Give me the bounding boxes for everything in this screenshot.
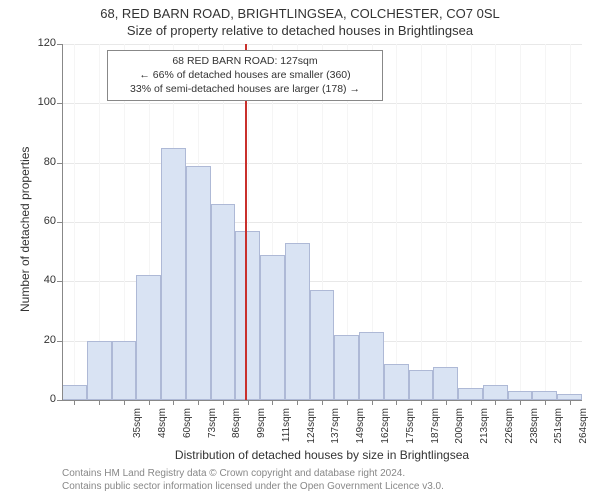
x-tick-label: 238sqm: [529, 408, 540, 468]
x-tick-label: 175sqm: [405, 408, 416, 468]
footer-line-2: Contains public sector information licen…: [62, 481, 600, 494]
histogram-bar: [211, 204, 236, 400]
info-box-line-2: ← 66% of detached houses are smaller (36…: [114, 68, 376, 82]
x-tick-label: 200sqm: [454, 408, 465, 468]
histogram-bar: [532, 391, 557, 400]
footer-line-1: Contains HM Land Registry data © Crown c…: [62, 468, 600, 481]
x-tick-label: 162sqm: [380, 408, 391, 468]
y-tick-label: 40: [28, 274, 56, 286]
chart-container: 68, RED BARN ROAD, BRIGHTLINGSEA, COLCHE…: [0, 0, 600, 500]
x-axis-line: [62, 400, 582, 401]
histogram-bar: [384, 364, 409, 400]
histogram-bar: [186, 166, 211, 400]
x-tick-label: 187sqm: [430, 408, 441, 468]
footer-attribution: Contains HM Land Registry data © Crown c…: [0, 468, 600, 493]
y-axis-line: [62, 44, 63, 400]
x-tick-label: 111sqm: [281, 408, 292, 468]
grid-line-v: [570, 44, 571, 400]
histogram-bar: [260, 255, 285, 400]
histogram-bar: [235, 231, 260, 400]
histogram-bar: [62, 385, 87, 400]
histogram-bar: [161, 148, 186, 400]
x-tick-label: 73sqm: [207, 408, 218, 468]
x-tick-label: 251sqm: [553, 408, 564, 468]
info-box-line-1: 68 RED BARN ROAD: 127sqm: [114, 54, 376, 68]
histogram-bar: [334, 335, 359, 400]
grid-line-v: [446, 44, 447, 400]
histogram-bar: [87, 341, 112, 400]
chart-title-sub: Size of property relative to detached ho…: [0, 23, 600, 38]
x-tick-label: 264sqm: [578, 408, 589, 468]
grid-line-v: [396, 44, 397, 400]
histogram-bar: [409, 370, 434, 400]
x-tick-label: 35sqm: [132, 408, 143, 468]
grid-line-v: [545, 44, 546, 400]
x-tick-label: 213sqm: [479, 408, 490, 468]
x-tick-label: 48sqm: [157, 408, 168, 468]
x-tick-label: 99sqm: [256, 408, 267, 468]
histogram-bar: [359, 332, 384, 400]
histogram-bar: [508, 391, 533, 400]
histogram-bar: [458, 388, 483, 400]
y-tick-label: 100: [28, 96, 56, 108]
info-box-line-3: 33% of semi-detached houses are larger (…: [114, 82, 376, 96]
y-tick-label: 80: [28, 156, 56, 168]
histogram-bar: [310, 290, 335, 400]
y-tick-label: 0: [28, 393, 56, 405]
x-tick-label: 60sqm: [182, 408, 193, 468]
chart-title-main: 68, RED BARN ROAD, BRIGHTLINGSEA, COLCHE…: [0, 6, 600, 21]
histogram-bar: [285, 243, 310, 400]
x-tick-label: 86sqm: [231, 408, 242, 468]
histogram-bar: [483, 385, 508, 400]
y-tick-label: 20: [28, 334, 56, 346]
x-tick-label: 149sqm: [355, 408, 366, 468]
grid-line-v: [520, 44, 521, 400]
property-info-box: 68 RED BARN ROAD: 127sqm← 66% of detache…: [107, 50, 383, 101]
grid-line-v: [471, 44, 472, 400]
grid-line-v: [421, 44, 422, 400]
x-tick-label: 137sqm: [330, 408, 341, 468]
x-tick-label: 226sqm: [504, 408, 515, 468]
grid-line-v: [74, 44, 75, 400]
y-tick-label: 120: [28, 37, 56, 49]
histogram-bar: [136, 275, 161, 400]
histogram-bar: [433, 367, 458, 400]
x-tick-label: 124sqm: [306, 408, 317, 468]
grid-line-v: [495, 44, 496, 400]
histogram-bar: [112, 341, 137, 400]
y-axis-label: Number of detached properties: [18, 147, 32, 312]
y-tick-label: 60: [28, 215, 56, 227]
